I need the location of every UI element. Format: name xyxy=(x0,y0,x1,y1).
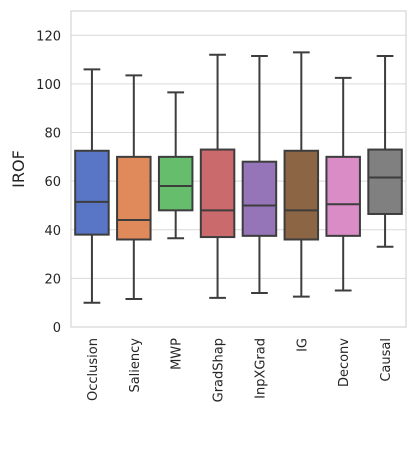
y-tick-label: 100 xyxy=(36,78,61,93)
plot-frame xyxy=(70,10,407,328)
x-tick-label: IG xyxy=(295,338,310,352)
iqr-box xyxy=(367,148,403,215)
x-tick-label: InpXGrad xyxy=(253,338,268,399)
x-tick-label: Deconv xyxy=(337,338,352,387)
iqr-box xyxy=(283,149,320,241)
iqr-box xyxy=(157,155,194,212)
box-saliency xyxy=(116,74,152,301)
box-deconv xyxy=(325,76,361,292)
x-tick-label: Causal xyxy=(379,338,394,382)
box-mwp xyxy=(157,91,194,240)
iqr-box xyxy=(241,160,278,237)
iqr-box xyxy=(74,149,110,236)
x-tick-label: Saliency xyxy=(128,338,143,393)
y-tick-label: 20 xyxy=(44,272,61,287)
iqr-box xyxy=(325,155,361,237)
x-tick-label: GradShap xyxy=(212,338,227,402)
box-inpxgrad xyxy=(241,54,278,294)
x-tick-labels: Occlusion Saliency MWP GradShap InpXGrad IG De… xyxy=(86,338,394,403)
box-ig xyxy=(283,51,320,298)
y-tick-labels: 0 20 40 60 80 100 120 xyxy=(36,29,61,336)
y-tick-label: 80 xyxy=(44,127,61,142)
box-occlusion xyxy=(74,68,110,304)
y-tick-label: 40 xyxy=(44,224,61,239)
y-tick-label: 0 xyxy=(53,321,61,336)
y-tick-label: 60 xyxy=(44,175,61,190)
iqr-box xyxy=(199,148,236,239)
box-causal xyxy=(367,54,403,248)
y-axis-label: IROF xyxy=(9,150,28,188)
y-tick-label: 120 xyxy=(36,29,61,44)
x-tick-label: Occlusion xyxy=(86,338,101,401)
x-tick-label: MWP xyxy=(170,338,185,370)
box-gradshap xyxy=(199,53,236,299)
iqr-box xyxy=(116,155,152,241)
boxes-group xyxy=(74,51,403,304)
